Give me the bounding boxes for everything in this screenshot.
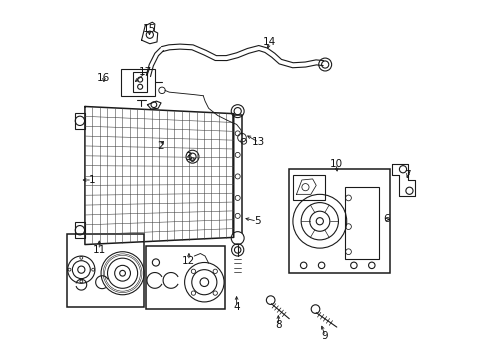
Text: 4: 4	[233, 302, 240, 312]
Bar	[344, 187, 378, 259]
Text: 17: 17	[139, 67, 152, 77]
Text: 8: 8	[275, 320, 281, 330]
Circle shape	[231, 231, 244, 244]
Bar	[145, 246, 224, 309]
Bar	[75, 113, 85, 129]
Text: 10: 10	[329, 159, 342, 169]
Text: 5: 5	[253, 216, 260, 226]
Text: 2: 2	[157, 141, 163, 151]
Text: 13: 13	[252, 138, 265, 147]
Text: 16: 16	[97, 73, 110, 83]
Bar	[233, 116, 242, 234]
Bar	[133, 72, 147, 92]
Text: 7: 7	[404, 170, 410, 180]
Bar	[121, 69, 155, 96]
Text: 11: 11	[92, 245, 106, 255]
Text: 12: 12	[182, 256, 195, 266]
Bar	[292, 175, 325, 200]
Bar	[289, 169, 389, 273]
Text: 14: 14	[263, 37, 276, 47]
Text: 9: 9	[321, 331, 328, 341]
Text: 15: 15	[142, 24, 156, 35]
Text: 1: 1	[89, 175, 95, 185]
Text: 6: 6	[382, 215, 388, 224]
Bar	[75, 222, 85, 238]
Bar	[67, 234, 144, 307]
Text: 3: 3	[185, 152, 192, 162]
